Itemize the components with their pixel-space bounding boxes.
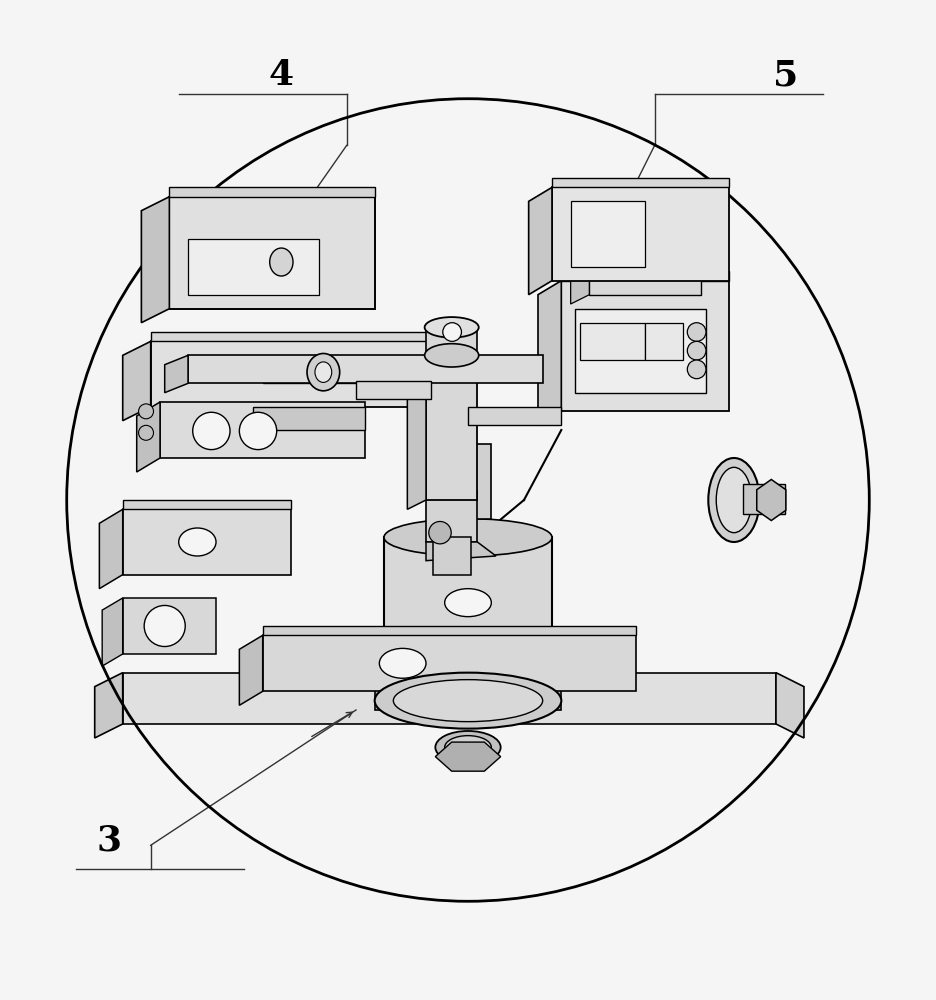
Text: 4: 4 [269,58,294,92]
Polygon shape [756,479,786,521]
Ellipse shape [307,353,340,391]
Ellipse shape [270,248,293,276]
Bar [571,201,645,267]
Bar [123,598,216,654]
Circle shape [193,412,230,450]
Bar [468,407,562,425]
Polygon shape [165,355,188,393]
Ellipse shape [709,458,760,542]
Bar [374,687,562,710]
Ellipse shape [374,673,562,729]
Bar [263,360,459,383]
Text: 3: 3 [96,824,122,858]
Polygon shape [123,341,151,421]
Bar [123,673,776,724]
Polygon shape [99,509,123,589]
Ellipse shape [384,519,552,556]
Bar [562,281,729,411]
Ellipse shape [435,731,501,764]
Bar [426,491,477,542]
Circle shape [139,425,154,440]
Ellipse shape [179,528,216,556]
Polygon shape [169,187,374,197]
Polygon shape [529,187,552,295]
Circle shape [687,360,706,379]
Circle shape [443,323,461,341]
Bar [426,369,477,500]
Circle shape [240,412,277,450]
Ellipse shape [445,736,491,759]
Polygon shape [776,673,804,738]
Bar [123,509,291,575]
Circle shape [687,341,706,360]
Circle shape [429,521,451,544]
Bar [263,635,636,691]
Polygon shape [137,402,160,472]
Ellipse shape [425,317,478,338]
Bar [426,327,477,360]
Polygon shape [102,598,123,666]
Ellipse shape [370,686,566,710]
Bar [188,239,318,295]
Ellipse shape [314,362,331,382]
Polygon shape [435,742,501,771]
Text: 5: 5 [773,58,797,92]
Polygon shape [552,178,729,187]
Bar [552,187,729,281]
Bar [254,407,365,430]
Bar [356,381,431,399]
Bar [576,309,706,393]
Polygon shape [426,360,477,369]
Polygon shape [141,197,169,323]
Polygon shape [571,267,590,304]
Polygon shape [562,271,729,281]
Circle shape [144,605,185,647]
Bar [188,355,543,383]
Polygon shape [538,281,562,425]
Bar [433,537,471,575]
Polygon shape [240,635,263,705]
Bar [743,484,785,514]
Ellipse shape [445,589,491,617]
Polygon shape [263,626,636,635]
Polygon shape [407,369,426,509]
Ellipse shape [393,680,543,722]
Polygon shape [426,542,496,561]
Bar [151,341,449,407]
Bar [160,402,365,458]
Bar [580,323,645,360]
Polygon shape [151,332,449,341]
Ellipse shape [379,648,426,678]
Bar [445,444,491,519]
Polygon shape [123,500,291,509]
Bar [645,323,682,360]
Bar [590,267,701,295]
Circle shape [139,404,154,419]
Circle shape [687,323,706,341]
Polygon shape [95,673,123,738]
Bar [169,197,374,309]
Ellipse shape [716,467,752,533]
Bar [384,537,552,687]
Ellipse shape [425,344,478,367]
